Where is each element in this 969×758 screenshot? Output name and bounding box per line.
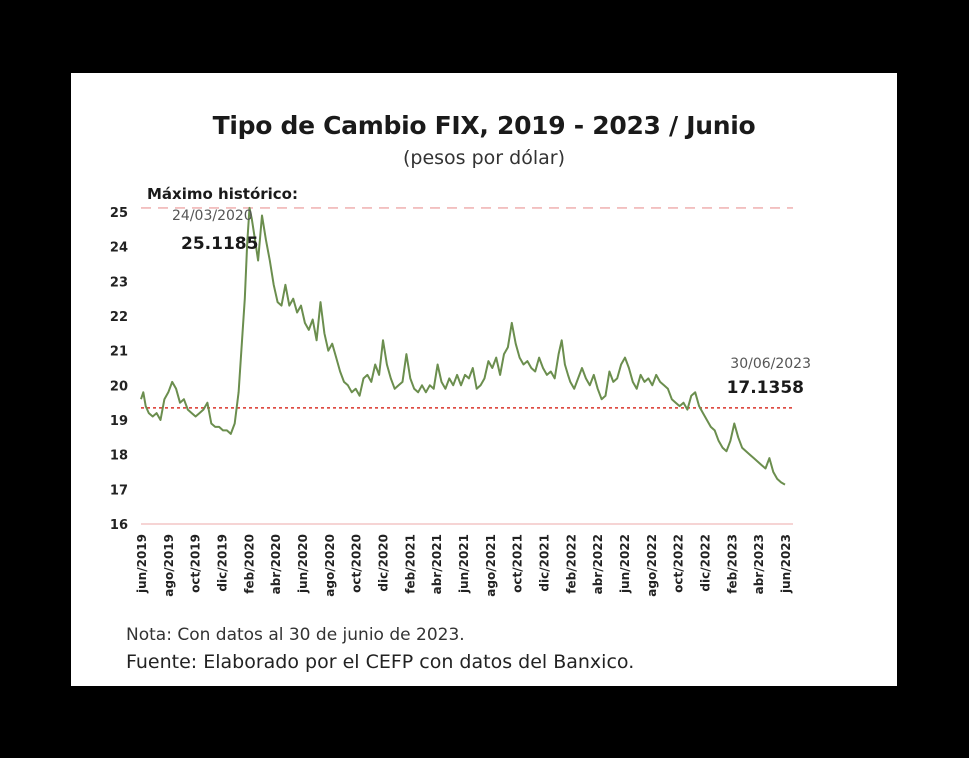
x-tick-label: jun/2023	[779, 534, 793, 594]
x-tick-label: feb/2021	[403, 534, 417, 594]
footnote-source: Fuente: Elaborado por el CEFP con datos …	[126, 651, 635, 673]
y-tick-label: 25	[110, 206, 128, 221]
x-tick-label: jun/2020	[296, 534, 310, 594]
x-tick-label: abr/2020	[269, 534, 283, 594]
x-tick-label: dic/2020	[377, 534, 391, 592]
x-tick-label: oct/2022	[672, 534, 686, 593]
x-tick-label: jun/2019	[135, 534, 149, 594]
footnote-note: Nota: Con datos al 30 de junio de 2023.	[126, 625, 465, 645]
series-line-0	[140, 206, 786, 486]
x-tick-label: oct/2020	[350, 534, 364, 593]
x-tick-label: oct/2021	[511, 534, 525, 593]
x-tick-label: feb/2020	[242, 534, 256, 594]
y-tick-label: 23	[110, 275, 128, 290]
x-tick-label: feb/2023	[725, 534, 739, 594]
max-annotation-value: 25.1185	[181, 234, 258, 254]
chart-title: Tipo de Cambio FIX, 2019 - 2023 / Junio	[212, 111, 756, 140]
line-chart: 16 17 18 19 20 21 22 23 24 25 jun/2019 ago/2019 oct…	[110, 185, 811, 597]
y-tick-label: 20	[110, 379, 128, 394]
x-tick-label: oct/2019	[189, 534, 203, 593]
x-tick-label: feb/2022	[564, 534, 578, 594]
y-tick-label: 24	[110, 241, 128, 256]
x-tick-label: ago/2020	[323, 534, 337, 597]
y-tick-label: 18	[110, 449, 128, 464]
x-tick-label: ago/2019	[162, 534, 176, 597]
x-tick-label: dic/2021	[538, 534, 552, 592]
x-tick-label: jun/2022	[618, 534, 632, 594]
last-annotation-date: 30/06/2023	[730, 356, 811, 372]
y-tick-label: 19	[110, 414, 128, 429]
chart-card: Tipo de Cambio FIX, 2019 - 2023 / Junio …	[71, 73, 897, 686]
max-annotation-date: 24/03/2020	[172, 208, 253, 224]
x-tick-label: dic/2019	[216, 534, 230, 592]
x-tick-label: jun/2021	[457, 534, 471, 594]
y-tick-label: 22	[110, 310, 128, 325]
x-tick-label: abr/2022	[591, 534, 605, 594]
y-tick-label: 17	[110, 483, 128, 498]
last-annotation-value: 17.1358	[727, 378, 804, 398]
x-tick-label: ago/2022	[645, 534, 659, 597]
x-tick-label: ago/2021	[484, 534, 498, 597]
y-tick-label: 16	[110, 518, 128, 533]
x-tick-label: dic/2022	[699, 534, 713, 592]
y-tick-label: 21	[110, 345, 128, 360]
x-tick-label: abr/2021	[430, 534, 444, 594]
x-tick-label: abr/2023	[752, 534, 766, 594]
max-annotation-label: Máximo histórico:	[147, 185, 298, 203]
chart-subtitle: (pesos por dólar)	[403, 147, 565, 169]
